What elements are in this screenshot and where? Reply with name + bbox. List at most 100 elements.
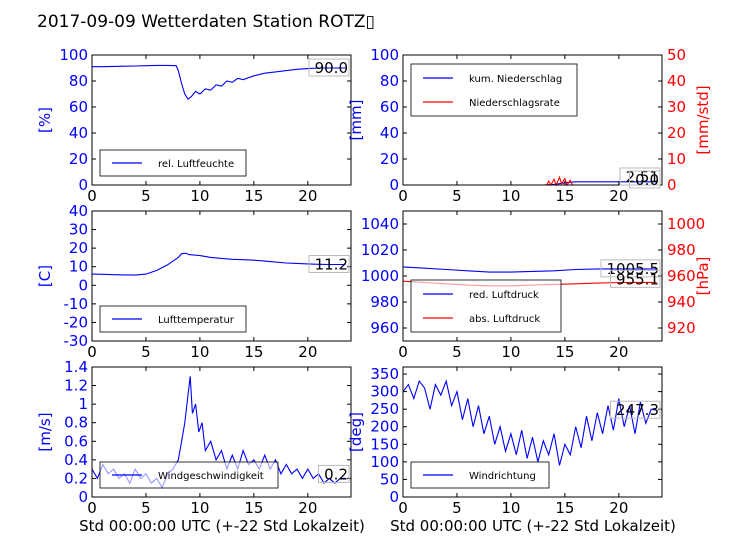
x-tick-label: 0 — [398, 187, 408, 205]
y-tick-label: 350 — [370, 365, 399, 383]
last-value-label-humidity: 90.0 — [315, 59, 348, 77]
plot-frame-precip — [402, 54, 663, 186]
legend-label-precip-0: kum. Niederschlag — [469, 74, 562, 85]
y-tick-label: 0 — [78, 488, 88, 506]
y-tick-label: 200 — [370, 418, 399, 436]
x-tick-label: 20 — [609, 499, 628, 517]
legend-label-windspeed-0: Windgeschwindigkeit — [158, 471, 264, 482]
y2-tick-label: 30 — [667, 98, 686, 116]
last-value-label-pressure-box — [600, 259, 661, 278]
x-tick-label: 5 — [141, 499, 151, 517]
x-tick-label: 0 — [398, 499, 408, 517]
panel-humidity: 0 5 10 15 20 0 20 40 60 80 100 [%] 90.0 rel. Luftfeuc… — [36, 46, 352, 205]
panel-precip: 0 5 10 15 20 0 20 40 60 80 100 0 10 20 30 40 50 [mm] [mm/s… — [347, 46, 712, 205]
y2-tick-label: 0 — [667, 176, 677, 194]
x-tick-label: 5 — [141, 343, 151, 361]
y-tick-label: 1.4 — [64, 358, 88, 376]
legend-label-pressure-1: abs. Luftdruck — [469, 314, 540, 325]
y-tick-label: 30 — [69, 221, 88, 239]
last-value-label-temperature-box — [308, 254, 350, 273]
y-tick-label: 300 — [370, 383, 399, 401]
y-axis-label-temperature: [C] — [36, 265, 54, 287]
x-tick-label: 5 — [452, 187, 462, 205]
plot-frame-windspeed — [91, 366, 352, 498]
y-tick-label: 1.2 — [64, 377, 88, 395]
y-tick-label: 960 — [370, 319, 399, 337]
y-tick-label: 980 — [370, 293, 399, 311]
y-tick-label: 20 — [69, 150, 88, 168]
y2-tick-label: 40 — [667, 72, 686, 90]
legend-label-pressure-0: red. Luftdruck — [469, 290, 539, 301]
legend-label-temperature-0: Lufttemperatur — [158, 315, 235, 326]
y2-tick-label: 10 — [667, 150, 686, 168]
y-tick-label: 100 — [370, 46, 399, 64]
y-axis-label-humidity: [%] — [36, 107, 54, 133]
y-tick-label: -10 — [64, 295, 89, 313]
x-tick-label: 20 — [609, 343, 628, 361]
series-line-humidity-0 — [92, 64, 346, 101]
x-tick-label: 5 — [452, 343, 462, 361]
last-value-label2-pressure-box — [610, 269, 661, 288]
y-tick-label: 1020 — [361, 241, 399, 259]
x-tick-label: 10 — [190, 187, 209, 205]
series-line-temperature-0 — [91, 252, 346, 276]
last-value-label-windspeed-box — [318, 464, 350, 483]
last-value-label2-precip-box — [629, 170, 661, 189]
y-tick-label: 0 — [78, 176, 88, 194]
series-line-precip-1 — [403, 175, 657, 187]
y-tick-label: 0.8 — [64, 414, 88, 432]
y-tick-label: 0 — [389, 176, 399, 194]
y-tick-label: 0.6 — [64, 432, 88, 450]
y2-tick-label: 960 — [667, 267, 696, 285]
x-tick-label: 15 — [555, 343, 574, 361]
legend-box-precip — [410, 63, 578, 117]
plot-frame-humidity — [91, 54, 352, 186]
plot-frame-winddirection — [402, 366, 663, 498]
y-tick-label: 100 — [59, 46, 88, 64]
x-tick-label: 0 — [87, 499, 97, 517]
y-tick-label: 50 — [380, 470, 399, 488]
y-tick-label: 10 — [69, 258, 88, 276]
last-value-label-temperature: 11.2 — [315, 255, 348, 273]
y-axis-label-winddirection: [deg] — [347, 412, 365, 452]
x-tick-label: 10 — [501, 187, 520, 205]
x-tick-label: 5 — [141, 187, 151, 205]
y2-tick-label: 1000 — [667, 215, 705, 233]
legend-label-winddirection-0: Windrichtung — [469, 471, 536, 482]
y-tick-label: 250 — [370, 400, 399, 418]
y-axis-label-precip: [mm] — [347, 100, 365, 141]
y-tick-label: -30 — [64, 332, 89, 350]
x-tick-label: 0 — [398, 343, 408, 361]
y-tick-label: 40 — [380, 124, 399, 142]
y-tick-label: 60 — [380, 98, 399, 116]
panel-windspeed: 0 5 10 15 2000.20.40.60.811.21.4[m/s]0.2Wind… — [36, 358, 352, 517]
x-tick-label: 5 — [452, 499, 462, 517]
x-tick-label: 10 — [501, 499, 520, 517]
y-tick-label: 1040 — [361, 215, 399, 233]
x-tick-label: 15 — [244, 187, 263, 205]
y-tick-label: 60 — [69, 98, 88, 116]
y2-tick-label: 20 — [667, 124, 686, 142]
y2-tick-label: 920 — [667, 319, 696, 337]
x-tick-label: 15 — [244, 499, 263, 517]
last-value-label2-pressure: 955.1 — [616, 270, 659, 288]
y-tick-label: 1 — [78, 395, 88, 413]
panel-temperature: 0 5 10 15 20-30-20-10010203040[C]11.2Lufttem… — [36, 202, 352, 361]
y2-tick-label: 940 — [667, 293, 696, 311]
x-tick-label: 20 — [298, 343, 317, 361]
x-tick-label: 15 — [555, 187, 574, 205]
y-tick-label: 40 — [69, 202, 88, 220]
series-line-winddirection-0 — [402, 379, 657, 466]
legend-label-precip-1: Niederschlagsrate — [469, 98, 560, 109]
x-axis-label-right: Std 00:00:00 UTC (+-22 Std Lokalzeit) — [390, 517, 676, 535]
last-value-label-winddirection: 247.3 — [616, 401, 659, 419]
y-tick-label: 80 — [69, 72, 88, 90]
y2-axis-label-precip: [mm/std] — [694, 85, 712, 154]
y-tick-label: 0.2 — [64, 469, 88, 487]
last-value-label-precip: 2.51 — [626, 168, 659, 186]
y-tick-label: 150 — [370, 435, 399, 453]
panel-pressure: 0 5 10 15 20 960 980 1000 1020 1040 920 940 960 980 10… — [361, 210, 712, 361]
y-tick-label: 100 — [370, 453, 399, 471]
